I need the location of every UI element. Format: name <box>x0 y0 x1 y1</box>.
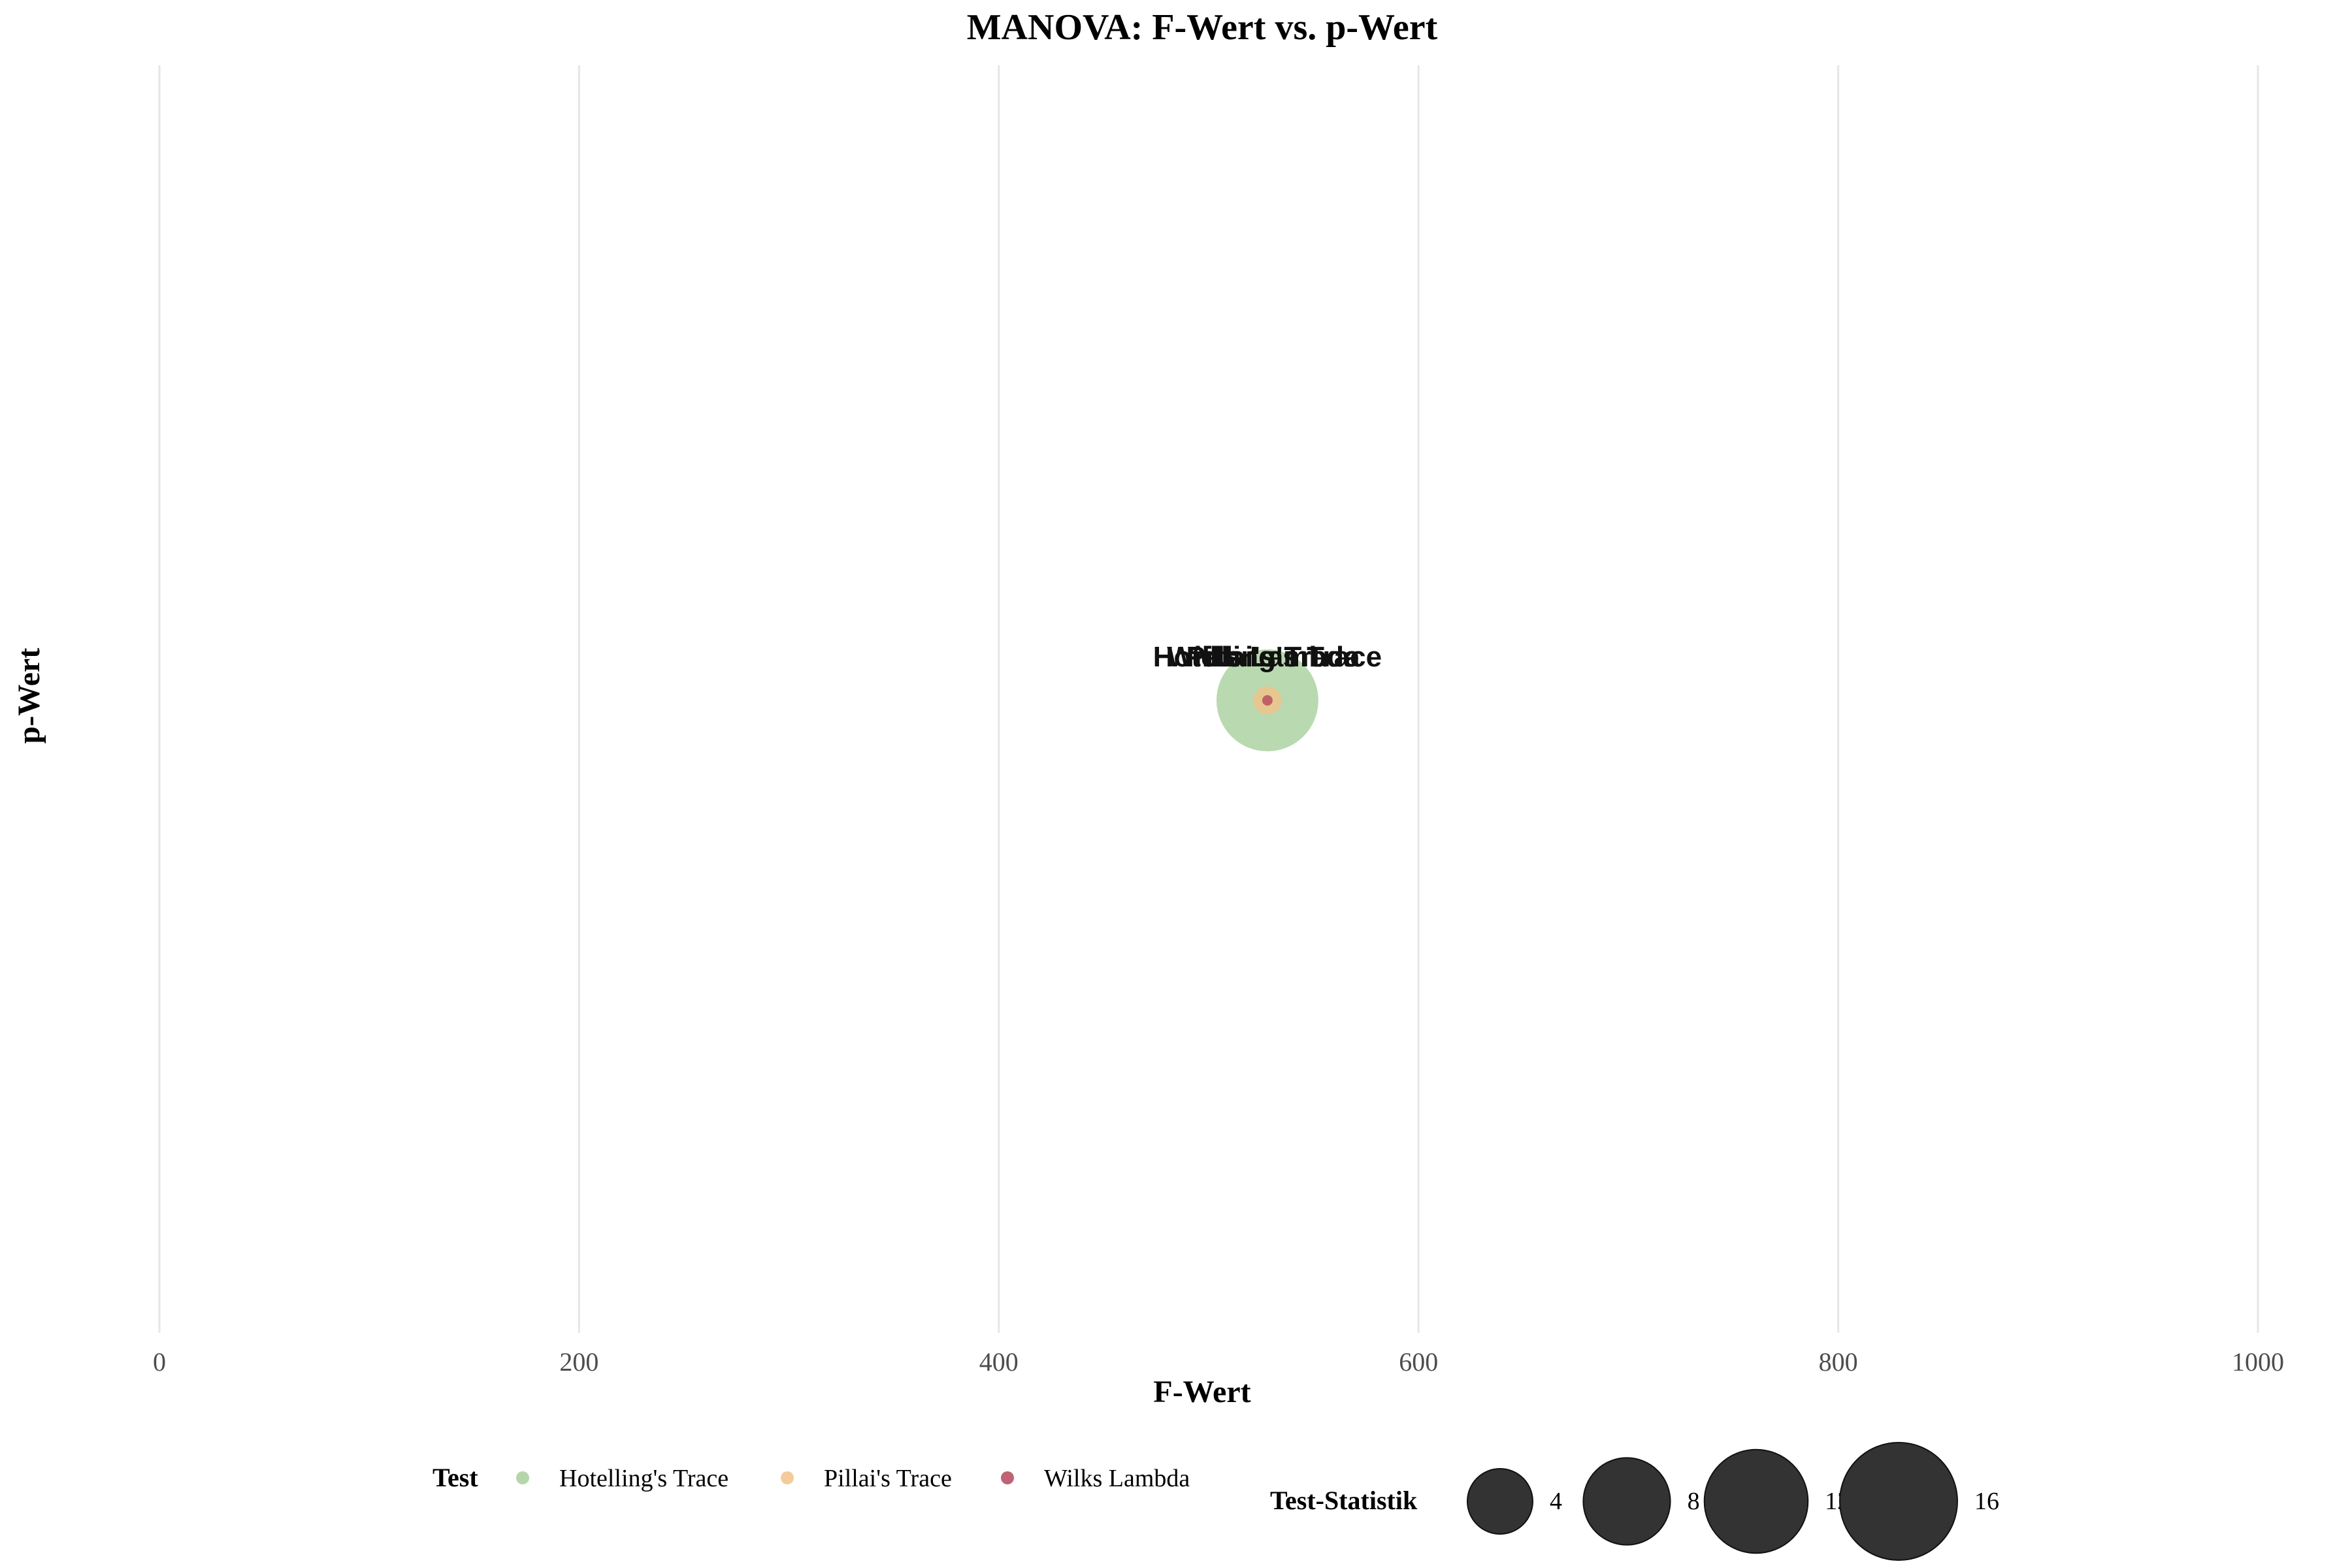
legend-color-key <box>1001 1471 1014 1484</box>
x-tick-labels: 0 200 400 600 800 1000 <box>153 1347 2284 1377</box>
legend-size-label: 16 <box>1974 1488 1999 1515</box>
y-axis-label: p-Wert <box>12 648 46 744</box>
legend-size-key <box>1839 1442 1958 1561</box>
legend-color-label: Wilks Lambda <box>1044 1465 1190 1492</box>
x-tick-label: 400 <box>979 1347 1019 1377</box>
legend-size-key <box>1703 1448 1809 1554</box>
legend-size-key <box>1467 1468 1533 1535</box>
gridlines <box>158 65 2259 1333</box>
legend-color-key <box>781 1471 794 1484</box>
x-tick-label: 0 <box>153 1347 166 1377</box>
x-tick-label: 600 <box>1399 1347 1438 1377</box>
legend: Test Hotelling's Trace Pillai's Trace Wilk… <box>433 1442 1999 1561</box>
legend-size-entries: 4 8 12 16 <box>1467 1442 1999 1561</box>
chart-title: MANOVA: F-Wert vs. p-Wert <box>967 7 1438 48</box>
x-axis-label: F-Wert <box>1153 1375 1250 1409</box>
legend-size-key <box>1582 1457 1671 1546</box>
legend-size-title: Test-Statistik <box>1270 1486 1418 1515</box>
x-tick-label: 1000 <box>2232 1347 2284 1377</box>
x-tick-label: 800 <box>1819 1347 1858 1377</box>
data-points <box>1216 649 1318 751</box>
legend-size-label: 8 <box>1688 1488 1700 1515</box>
point-label: Pillai's Trace <box>1186 641 1360 673</box>
point-label: Hotelling's Trace <box>1153 641 1382 673</box>
legend-color-entries: Hotelling's Trace Pillai's Trace Wilks Lam… <box>516 1465 1190 1492</box>
point-label: Wilks Lambda <box>1167 641 1360 673</box>
x-tick-label: 200 <box>559 1347 598 1377</box>
legend-size-label: 4 <box>1550 1488 1562 1515</box>
legend-color-key <box>516 1471 529 1484</box>
data-point <box>1262 695 1273 706</box>
legend-color-label: Pillai's Trace <box>824 1465 952 1492</box>
legend-color-title: Test <box>433 1463 478 1492</box>
legend-color-label: Hotelling's Trace <box>559 1465 728 1492</box>
